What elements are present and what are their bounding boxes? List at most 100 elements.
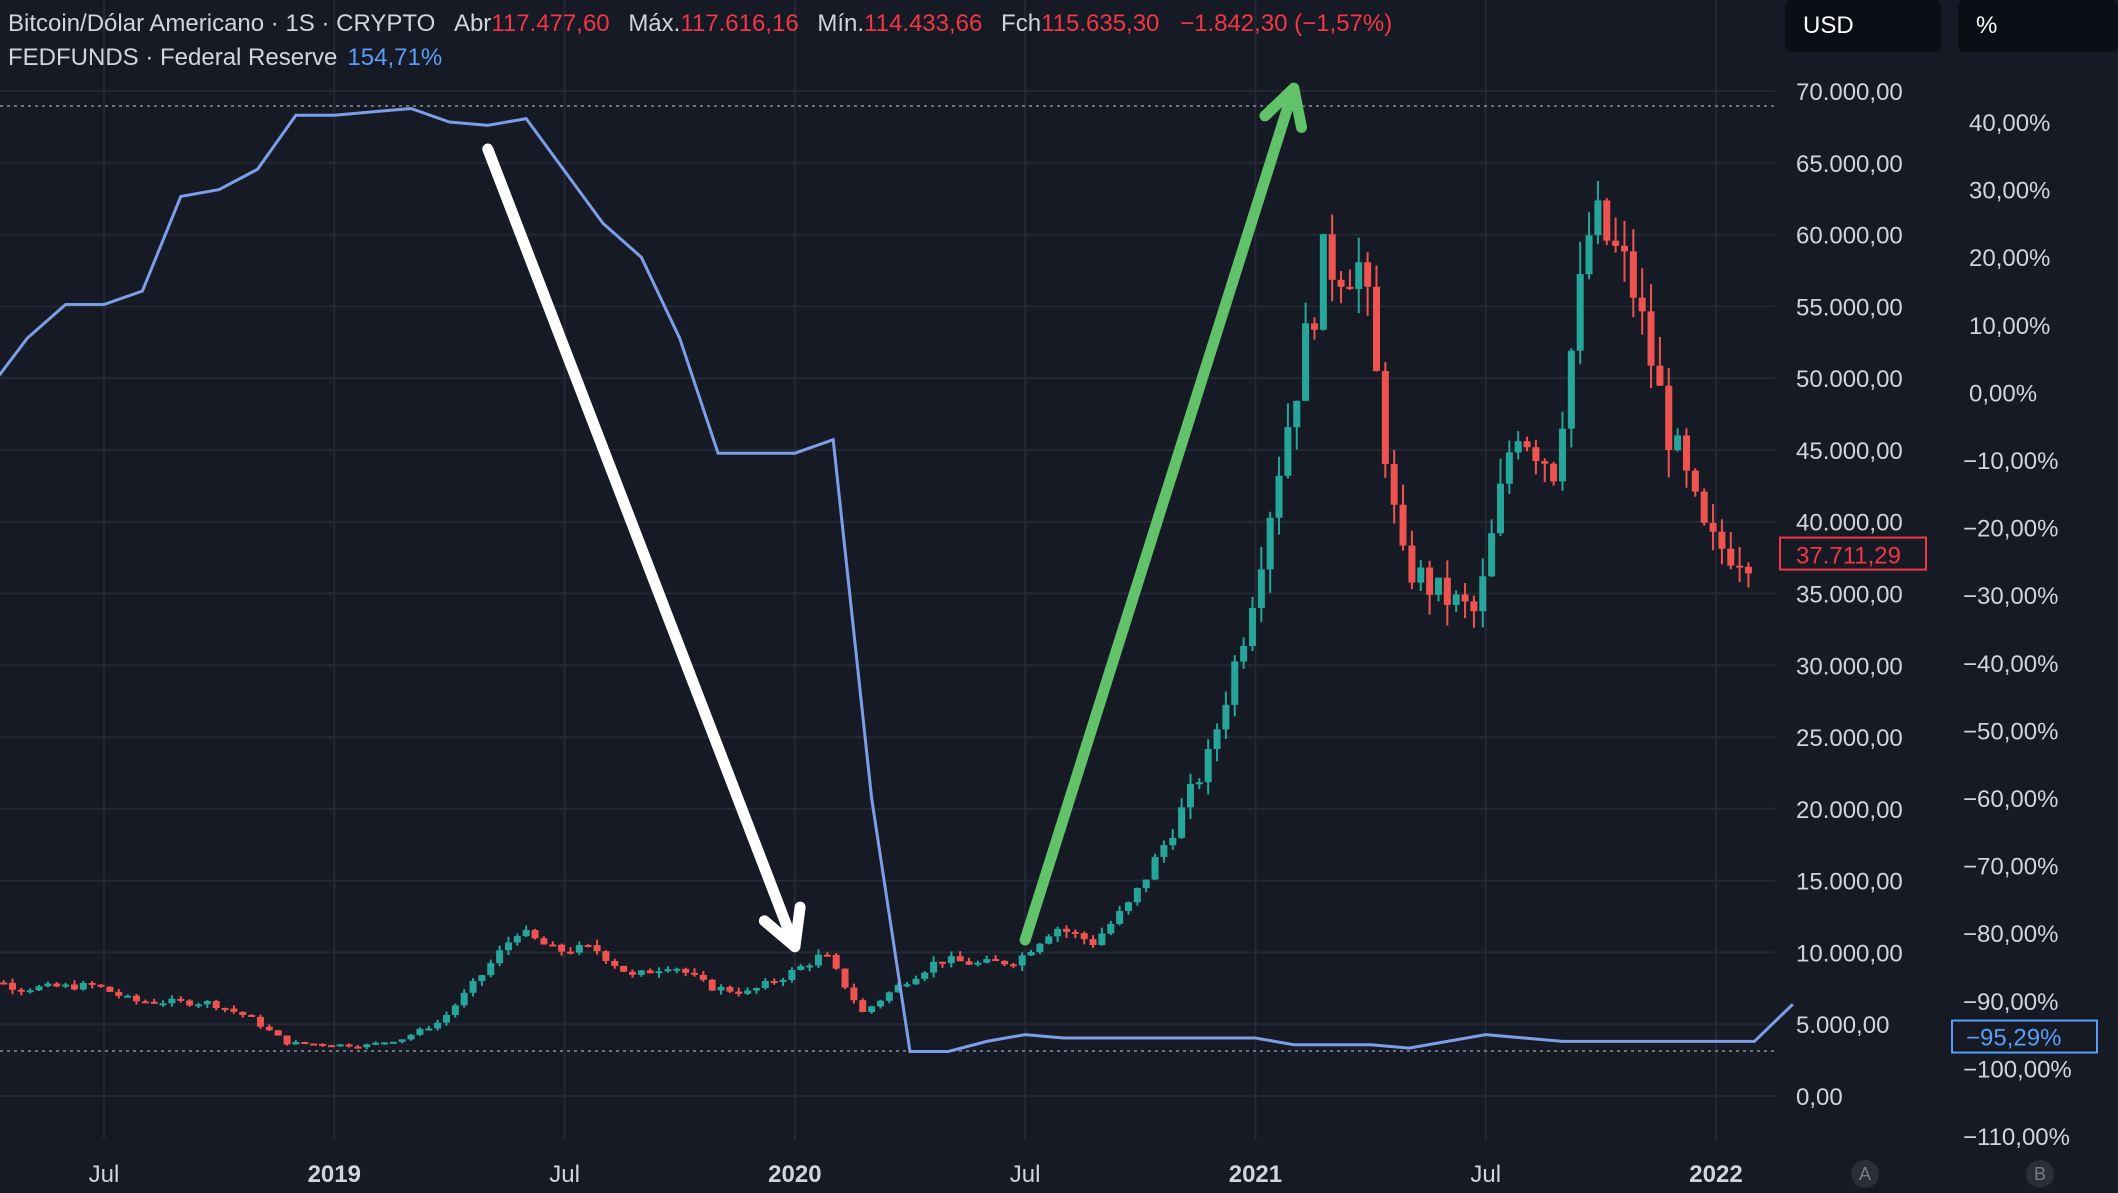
- btc-candle-body-62: [496, 950, 504, 964]
- fed-symbol: FEDFUNDS · Federal Reserve: [8, 44, 338, 71]
- pct-tick-label-0: 40,00%: [1969, 110, 2050, 137]
- btc-candle-body-173: [1479, 576, 1487, 612]
- btc-candle-body-131: [1107, 923, 1115, 934]
- btc-candle-body-169: [1443, 577, 1451, 605]
- btc-candle-body-150: [1275, 475, 1283, 518]
- btc-candle-body-102: [850, 987, 858, 1001]
- btc-candle-body-190: [1629, 251, 1637, 298]
- annotation-arrow-white-shaft: [482, 143, 801, 953]
- btc-candle-body-175: [1496, 483, 1504, 534]
- btc-candle-body-140: [1186, 783, 1194, 808]
- btc-candle-body-191: [1638, 297, 1646, 312]
- btc-candle-body-128: [1080, 933, 1088, 940]
- btc-candle-body-144: [1222, 704, 1230, 730]
- btc-candle-body-76: [620, 965, 628, 972]
- btc-candle-body-16: [88, 982, 96, 985]
- btc-candle-body-127: [1071, 931, 1079, 934]
- btc-candle-body-34: [248, 1015, 256, 1018]
- btc-candle-body-83: [682, 968, 690, 973]
- btc-candle-body-136: [1151, 856, 1159, 880]
- btc-candle-body-30: [212, 1001, 220, 1009]
- usd-tick-label-0: 70.000,00: [1796, 79, 1903, 106]
- pct-tick-label-8: −40,00%: [1963, 651, 2058, 678]
- btc-candle-body-193: [1656, 365, 1664, 386]
- btc-candle-body-197: [1691, 470, 1699, 492]
- btc-candle-body-187: [1603, 200, 1611, 241]
- btc-candle-body-162: [1381, 371, 1389, 465]
- btc-candle-body-137: [1160, 845, 1168, 857]
- btc-candle-body-84: [690, 972, 698, 975]
- btc-candle-body-198: [1700, 491, 1708, 523]
- btc-candle-body-163: [1390, 464, 1398, 505]
- btc-candle-body-122: [1027, 952, 1035, 956]
- btc-candle-body-121: [1018, 955, 1026, 966]
- btc-candle-body-96: [797, 966, 805, 970]
- btc-candle-body-165: [1408, 545, 1416, 583]
- btc-candle-body-123: [1036, 943, 1044, 953]
- annotation-arrow-green-head: [1259, 82, 1307, 133]
- btc-candle-body-119: [1000, 960, 1008, 965]
- btc-candle-body-142: [1204, 749, 1212, 783]
- btc-candle-body-74: [602, 951, 610, 961]
- currency-button[interactable]: USD: [1785, 0, 1941, 52]
- btc-candle-body-203: [1744, 566, 1752, 574]
- btc-candle-body-38: [283, 1035, 291, 1045]
- btc-candle-body-20: [124, 995, 132, 998]
- high-label: Máx.: [628, 10, 681, 37]
- change-value: −1.842,30 (−1,57%): [1180, 10, 1393, 37]
- percent-scale-button[interactable]: %: [1958, 0, 2118, 52]
- btc-candle-body-105: [876, 1000, 884, 1007]
- x-tick-label-0: Jul: [89, 1161, 120, 1188]
- btc-candle-body-82: [673, 968, 681, 971]
- btc-candle-body-58: [460, 992, 468, 1006]
- pct-tick-label-4: 0,00%: [1969, 380, 2037, 407]
- btc-candle-body-100: [832, 954, 840, 969]
- btc-candle-body-104: [868, 1006, 876, 1013]
- pct-tick-label-7: −30,00%: [1963, 583, 2058, 610]
- btc-candle-body-201: [1727, 548, 1735, 566]
- btc-candle-body-130: [1098, 933, 1106, 946]
- btc-candle-body-12: [53, 983, 61, 987]
- usd-tick-label-13: 5.000,00: [1796, 1012, 1889, 1039]
- close-label: Fch: [1001, 10, 1042, 37]
- usd-tick-label-7: 35.000,00: [1796, 582, 1903, 609]
- btc-candle-body-117: [983, 959, 991, 963]
- fedfunds-line: [0, 106, 1794, 1053]
- pct-tick-label-13: −90,00%: [1963, 989, 2058, 1016]
- btc-candle-body-166: [1417, 567, 1425, 583]
- btc-candle-body-167: [1426, 567, 1434, 595]
- btc-candle-body-35: [256, 1016, 264, 1027]
- pct-tick-label-10: −60,00%: [1963, 786, 2058, 813]
- btc-candle-body-78: [637, 970, 645, 975]
- fedfunds-last-label: −95,29%: [1966, 1025, 2061, 1052]
- btc-candle-body-164: [1399, 504, 1407, 546]
- btc-candle-body-53: [416, 1028, 424, 1035]
- btc-candle-body-111: [930, 961, 938, 973]
- btc-candle-body-118: [992, 959, 1000, 962]
- btc-candle-body-95: [788, 969, 796, 980]
- annotation-arrow-green-shaft: [1019, 82, 1300, 946]
- btc-candle-body-52: [407, 1034, 415, 1040]
- pct-tick-label-15: −110,00%: [1963, 1124, 2070, 1151]
- usd-tick-label-3: 55.000,00: [1796, 294, 1903, 321]
- btc-symbol: Bitcoin/Dólar Americano · 1S · CRYPTO: [8, 10, 436, 37]
- btc-candle-body-103: [859, 1000, 867, 1013]
- btc-candle-body-57: [451, 1005, 459, 1015]
- btc-candle-body-200: [1718, 531, 1726, 549]
- pct-tick-label-3: 10,00%: [1969, 313, 2050, 340]
- btc-candle-body-40: [301, 1041, 309, 1044]
- last-price-badge: [1779, 536, 1927, 571]
- scale-a-button[interactable]: A: [1851, 1160, 1879, 1188]
- btc-candle-body-176: [1505, 452, 1513, 484]
- btc-candle-body-156: [1328, 234, 1336, 280]
- pct-tick-label-9: −50,00%: [1963, 718, 2058, 745]
- scale-b-button[interactable]: B: [2026, 1160, 2054, 1188]
- btc-candle-body-75: [611, 960, 619, 966]
- btc-candle-body-129: [1089, 939, 1097, 946]
- btc-candle-body-192: [1647, 311, 1655, 366]
- btc-candle-body-72: [584, 945, 592, 948]
- btc-candle-body-63: [504, 942, 512, 951]
- pct-tick-label-12: −80,00%: [1963, 921, 2058, 948]
